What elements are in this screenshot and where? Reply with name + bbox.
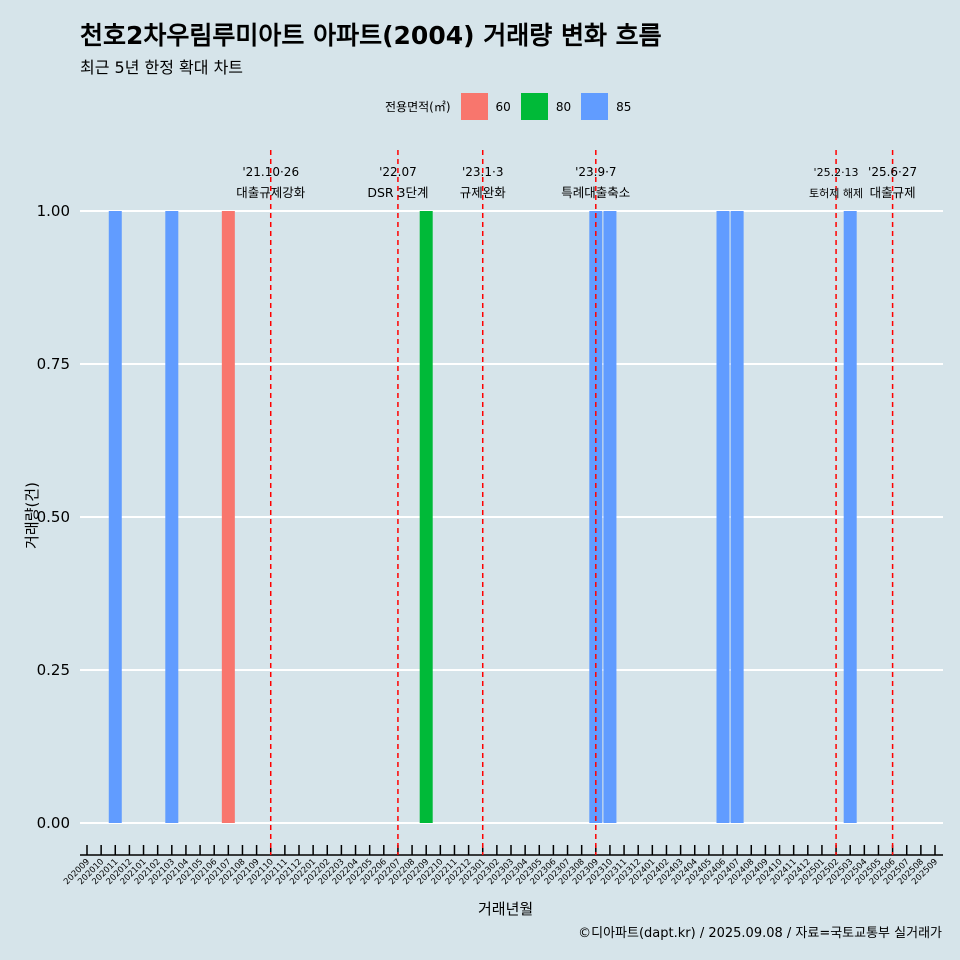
event-label: 특례대출축소	[561, 185, 630, 200]
legend: 전용면적(㎡) 60 80 85	[385, 93, 631, 120]
event-date: '22.07	[379, 165, 417, 179]
bar-202209	[419, 211, 433, 823]
event-label: 대출규제	[870, 185, 916, 200]
chart-title: 천호2차우림루미아트 아파트(2004) 거래량 변화 흐름	[80, 21, 662, 50]
y-tick-label: 1.00	[37, 202, 70, 220]
bar-202406	[716, 211, 730, 823]
bar-202310	[603, 211, 617, 823]
chart-subtitle: 최근 5년 한정 확대 차트	[80, 58, 244, 77]
bar-202011	[108, 211, 122, 823]
event-label: 규제완화	[460, 185, 507, 200]
bar-202407	[730, 211, 744, 823]
y-tick-label: 0.50	[37, 508, 70, 526]
y-tick-label: 0.75	[37, 355, 70, 373]
x-axis-title: 거래년월	[478, 900, 534, 918]
event-label: 대출규제강화	[236, 185, 306, 200]
event-date: '23.1·3	[462, 165, 503, 179]
legend-label: 80	[555, 99, 572, 114]
caption: ©디아파트(dapt.kr) / 2025.09.08 / 자료=국토교통부 실…	[578, 926, 942, 941]
legend-title: 전용면적(㎡)	[385, 100, 451, 114]
legend-label: 85	[616, 99, 632, 114]
bar-202103	[165, 211, 179, 823]
event-date: '25.2·13	[814, 166, 859, 179]
event-date: '25.6·27	[868, 165, 917, 179]
y-tick-label: 0.25	[37, 661, 70, 679]
y-tick-label: 0.00	[37, 814, 70, 832]
legend-label: 60	[495, 99, 511, 114]
legend-key-85	[581, 93, 609, 120]
y-axis-title: 거래량(건)	[22, 482, 41, 549]
event-date: '23.9·7	[575, 165, 616, 179]
bar-202503	[843, 211, 857, 823]
legend-key-60	[460, 93, 488, 120]
event-label: DSR 3단계	[367, 185, 428, 200]
event-date: '21.10·26	[242, 165, 299, 179]
legend-key-80	[520, 93, 548, 120]
event-label: 토허제 해제	[809, 186, 863, 200]
bar-202107	[221, 211, 235, 823]
bar-202309	[589, 211, 603, 823]
